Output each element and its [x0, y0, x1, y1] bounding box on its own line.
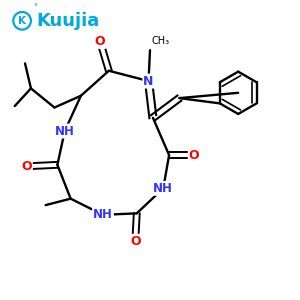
Text: NH: NH [153, 182, 173, 195]
Text: N: N [143, 75, 154, 88]
Text: O: O [95, 35, 105, 48]
Text: O: O [21, 160, 32, 173]
Text: NH: NH [93, 208, 113, 221]
Text: Kuujia: Kuujia [36, 12, 100, 30]
Text: O: O [130, 235, 141, 248]
Text: CH₃: CH₃ [152, 36, 169, 46]
Text: K: K [18, 16, 26, 26]
Text: NH: NH [55, 124, 75, 137]
Text: °: ° [33, 3, 37, 12]
Text: O: O [189, 148, 200, 162]
